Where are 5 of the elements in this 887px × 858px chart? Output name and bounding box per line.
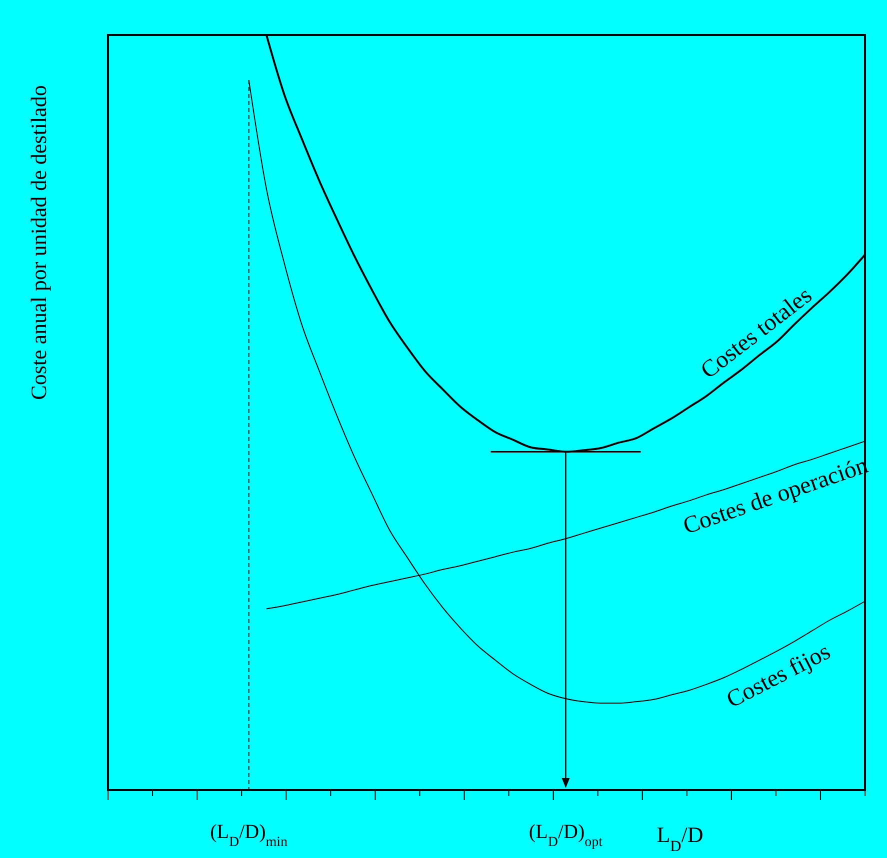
x-tick-label: (L$_{D}$/D)$_{opt}$ [528,821,603,850]
x-tick-label: (L$_{D}$/D)$_{min}$ [210,821,288,850]
text: Costes fijos [722,638,835,714]
y-axis-title: Coste anual por unidad de destilado [26,85,51,400]
x-axis-title: L$_{D}$/D [656,822,704,854]
